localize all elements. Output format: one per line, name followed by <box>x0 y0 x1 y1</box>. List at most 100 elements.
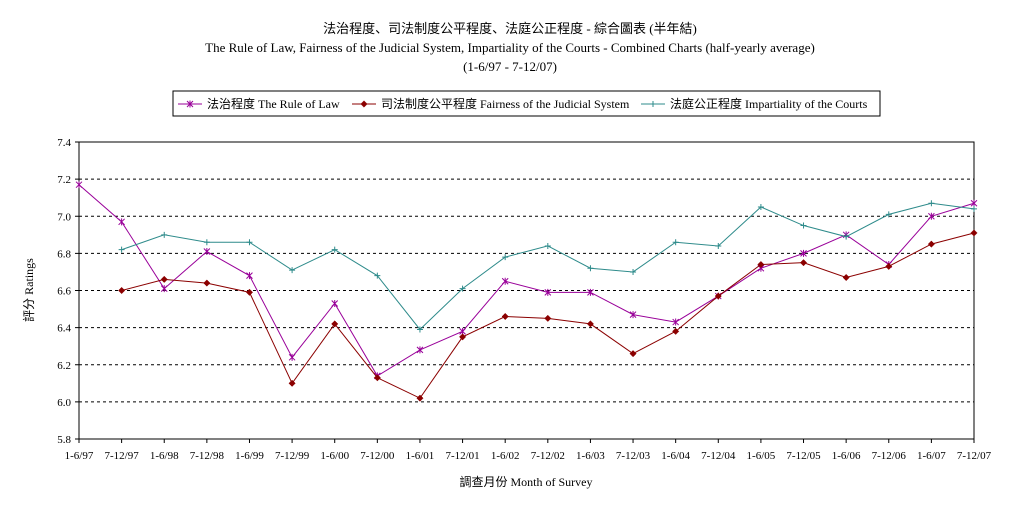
data-point <box>459 285 466 292</box>
x-tick-label: 7-12/99 <box>275 450 310 462</box>
y-tick-label: 6.8 <box>57 248 71 260</box>
x-tick-label: 1-6/01 <box>406 450 435 462</box>
data-point <box>459 333 467 341</box>
x-axis: 1-6/97 7-12/97 1-6/98 7-12/98 1-6/99 7-12/99 1… <box>65 439 992 462</box>
data-point <box>502 254 509 261</box>
chart-period: (1-6/97 - 7-12/07) <box>463 59 557 74</box>
data-point <box>245 288 254 296</box>
data-point <box>288 379 296 387</box>
x-tick-label: 7-12/98 <box>190 450 225 462</box>
series-line <box>78 184 975 377</box>
data-point <box>757 203 764 210</box>
x-tick-label: 7-12/02 <box>531 450 565 462</box>
data-point <box>160 275 168 283</box>
data-point <box>630 268 637 275</box>
x-tick-label: 1-6/02 <box>491 450 520 462</box>
data-point <box>373 374 381 382</box>
data-point <box>971 205 977 212</box>
x-tick-label: 7-12/06 <box>872 450 907 462</box>
x-tick-label: 1-6/03 <box>576 450 605 462</box>
legend-marker <box>360 100 368 108</box>
data-point <box>928 200 935 207</box>
x-tick-label: 7-12/07 <box>957 450 992 462</box>
data-point <box>885 262 893 270</box>
data-point <box>843 233 850 240</box>
data-point <box>246 272 253 280</box>
legend-label: 法治程度 The Rule of Law <box>207 96 340 111</box>
data-point <box>672 327 680 335</box>
x-tick-label: 1-6/97 <box>65 450 94 462</box>
data-point <box>331 320 339 328</box>
legend-label: 法庭公正程度 Impartiality of the Courts <box>670 96 868 111</box>
data-point <box>928 212 935 220</box>
legend-marker <box>186 100 194 108</box>
y-tick-label: 7.4 <box>57 137 71 149</box>
series-3 <box>118 200 977 333</box>
y-tick-label: 7.0 <box>57 211 71 223</box>
chart-title: 法治程度、司法制度公平程度、法庭公正程度 - 綜合圖表 (半年結) <box>323 21 697 36</box>
data-point <box>842 273 850 282</box>
y-tick-label: 7.2 <box>57 174 71 186</box>
data-point <box>629 311 637 319</box>
data-point <box>160 285 168 293</box>
data-point <box>587 288 594 296</box>
legend-marker <box>650 101 656 107</box>
data-point <box>800 222 807 229</box>
x-tick-label: 7-12/97 <box>105 450 140 462</box>
data-point <box>203 239 210 246</box>
y-tick-label: 6.2 <box>57 360 71 372</box>
data-point <box>289 267 296 274</box>
data-point <box>288 353 296 361</box>
data-point <box>586 320 594 328</box>
data-point <box>161 231 168 238</box>
data-point <box>416 394 424 402</box>
x-tick-label: 1-6/99 <box>235 450 264 462</box>
data-point <box>970 199 978 207</box>
data-point <box>672 239 679 246</box>
x-tick-label: 1-6/98 <box>150 450 179 462</box>
data-point <box>544 314 552 322</box>
legend-box <box>172 90 881 117</box>
data-point <box>885 211 892 218</box>
data-point <box>800 249 807 257</box>
x-tick-label: 7-12/03 <box>616 450 651 462</box>
chart-subtitle: The Rule of Law, Fairness of the Judicia… <box>205 40 815 55</box>
data-point <box>629 350 637 358</box>
x-tick-label: 7-12/05 <box>786 450 821 462</box>
x-tick-label: 1-6/05 <box>747 450 776 462</box>
data-point <box>544 242 551 249</box>
data-point <box>757 260 765 269</box>
series-2 <box>118 229 978 402</box>
data-point <box>118 246 125 253</box>
data-point <box>714 292 722 300</box>
data-point <box>75 181 83 189</box>
y-axis: 5.8 6.0 6.2 6.4 6.6 6.8 7.0 7.2 7.4 <box>57 137 79 446</box>
series-line <box>121 202 975 331</box>
x-tick-label: 1-6/07 <box>917 450 946 462</box>
data-point <box>927 240 935 248</box>
data-point <box>203 279 211 287</box>
y-tick-label: 5.8 <box>57 434 71 446</box>
x-tick-label: 7-12/01 <box>445 450 479 462</box>
data-point <box>331 299 339 307</box>
y-tick-label: 6.0 <box>57 397 71 409</box>
legend-label: 司法制度公平程度 Fairness of the Judicial System <box>381 96 630 111</box>
data-point <box>118 218 125 226</box>
data-point <box>501 277 509 285</box>
x-tick-label: 1-6/04 <box>661 450 690 462</box>
data-point <box>331 246 338 253</box>
x-tick-label: 1-6/06 <box>832 450 861 462</box>
data-point <box>715 242 722 249</box>
y-tick-label: 6.6 <box>57 286 71 298</box>
series-group <box>75 181 978 402</box>
y-axis-title: 評分 Ratings <box>21 258 36 322</box>
grid <box>79 178 974 403</box>
data-point <box>544 288 552 296</box>
y-tick-label: 6.4 <box>57 323 71 335</box>
x-axis-title: 調查月份 Month of Survey <box>460 475 593 489</box>
series-1 <box>75 181 978 380</box>
data-point <box>501 312 509 321</box>
data-point <box>203 248 211 256</box>
data-point <box>672 318 680 326</box>
